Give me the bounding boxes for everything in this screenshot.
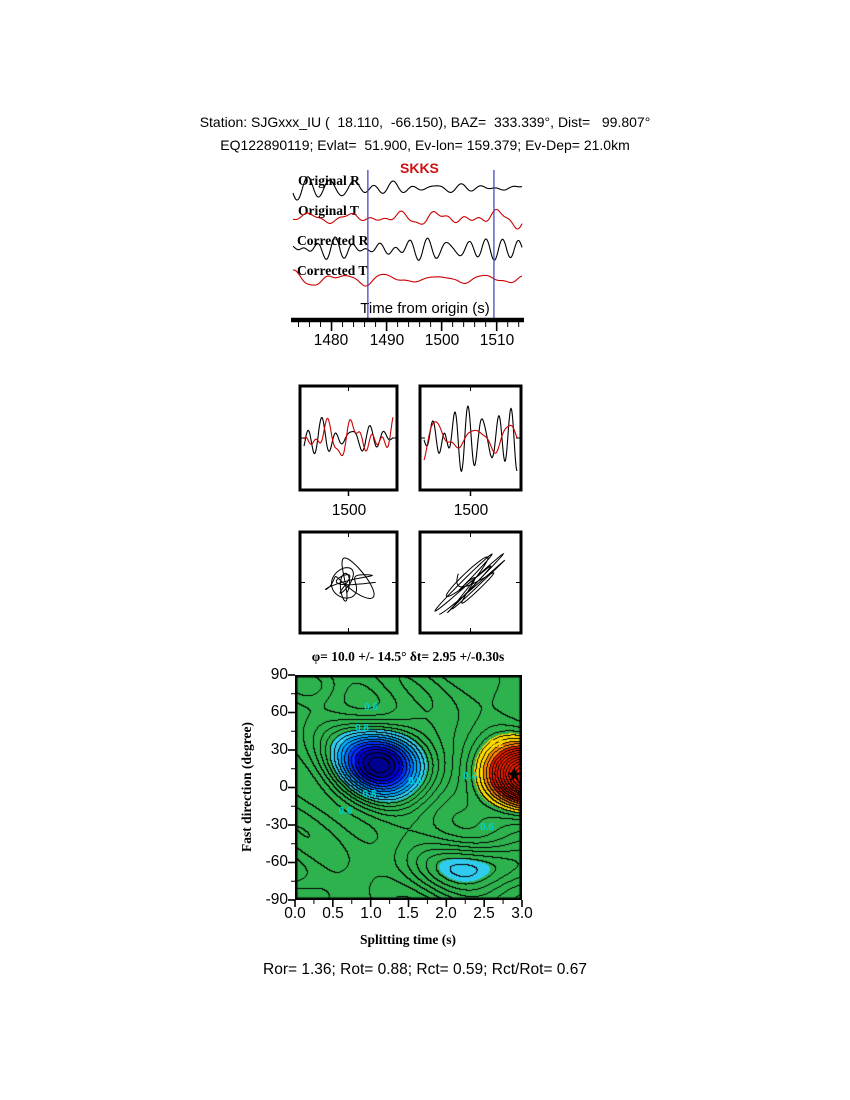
xtick-0.0: 0.0: [284, 905, 306, 922]
result-ratios-line: Ror= 1.36; Rot= 0.88; Rct= 0.59; Rct/Rot…: [263, 961, 587, 978]
time-axis-label: Time from origin (s): [360, 300, 490, 317]
ytick-n60: -60: [265, 853, 288, 870]
xtick-0.5: 0.5: [322, 905, 344, 922]
window-left-tick: 1500: [331, 502, 367, 519]
event-info-line: EQ122890119; Evlat= 51.900, Ev-lon= 159.…: [220, 137, 630, 153]
trace-label-corrected-t: Corrected T: [297, 263, 368, 278]
ytick-60: 60: [270, 703, 288, 720]
xtick-2.5: 2.5: [473, 905, 495, 922]
xtick-2.0: 2.0: [435, 905, 457, 922]
xtick-3.0: 3.0: [511, 905, 533, 922]
xtick-1.0: 1.0: [360, 905, 382, 922]
time-tick-1500: 1500: [424, 332, 460, 349]
ytick-n90: -90: [265, 891, 288, 908]
ytick-90: 90: [270, 666, 288, 683]
window-right-tick: 1500: [453, 502, 489, 519]
misfit-x-axis-label: Splitting time (s): [360, 932, 456, 947]
station-info-line: Station: SJGxxx_IU ( 18.110, -66.150), B…: [199, 114, 651, 130]
xtick-1.5: 1.5: [397, 905, 419, 922]
ytick-30: 30: [270, 741, 288, 758]
misfit-y-axis-label: Fast direction (degree): [239, 722, 254, 852]
time-tick-1490: 1490: [369, 332, 405, 349]
ytick-n30: -30: [265, 816, 288, 833]
trace-label-original-r: Original R: [298, 173, 360, 188]
phase-label: SKKS: [400, 160, 439, 176]
trace-label-corrected-r: Corrected R: [297, 233, 369, 248]
time-tick-1480: 1480: [313, 332, 349, 349]
time-tick-1510: 1510: [479, 332, 515, 349]
trace-label-original-t: Original T: [298, 203, 359, 218]
ytick-0: 0: [279, 778, 288, 795]
misfit-surface: [295, 675, 522, 900]
misfit-title: φ= 10.0 +/- 14.5° δt= 2.95 +/-0.30s: [311, 649, 505, 664]
